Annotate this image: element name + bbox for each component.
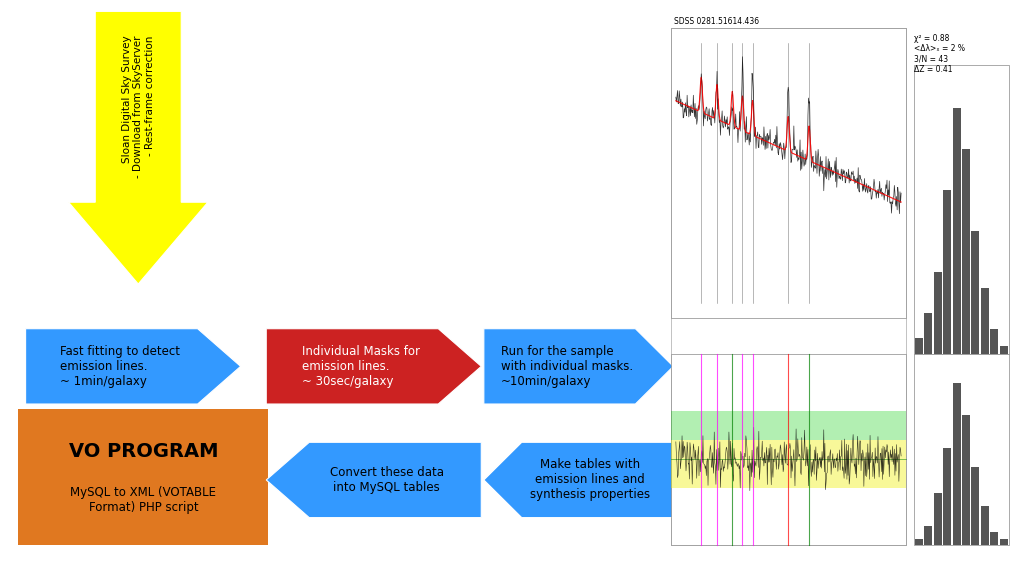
FancyBboxPatch shape (999, 346, 1008, 354)
FancyBboxPatch shape (972, 231, 979, 354)
FancyBboxPatch shape (914, 337, 923, 354)
FancyBboxPatch shape (914, 65, 1009, 354)
Text: χ² = 0.88
<Δλ>ₓ = 2 %
3/N = 43
ΔZ = 0.41: χ² = 0.88 <Δλ>ₓ = 2 % 3/N = 43 ΔZ = 0.41 (914, 34, 966, 74)
FancyBboxPatch shape (999, 539, 1008, 545)
Text: Convert these data
into MySQL tables: Convert these data into MySQL tables (330, 466, 443, 494)
FancyBboxPatch shape (671, 354, 906, 545)
Polygon shape (483, 329, 674, 404)
Text: Run for the sample
with individual masks.
~10min/galaxy: Run for the sample with individual masks… (501, 345, 633, 388)
FancyBboxPatch shape (981, 506, 989, 545)
FancyBboxPatch shape (671, 440, 906, 488)
Polygon shape (69, 11, 208, 284)
FancyBboxPatch shape (914, 354, 1009, 545)
FancyBboxPatch shape (934, 493, 942, 545)
FancyBboxPatch shape (962, 415, 970, 545)
Text: SDSS 0281.51614.436: SDSS 0281.51614.436 (674, 16, 759, 26)
FancyBboxPatch shape (962, 149, 970, 354)
FancyBboxPatch shape (952, 108, 961, 354)
Text: Individual Masks for
emission lines.
~ 30sec/galaxy: Individual Masks for emission lines. ~ 3… (302, 345, 420, 388)
FancyBboxPatch shape (943, 190, 951, 354)
Polygon shape (266, 329, 481, 404)
FancyBboxPatch shape (972, 467, 979, 545)
FancyBboxPatch shape (914, 539, 923, 545)
FancyBboxPatch shape (934, 272, 942, 354)
Text: Fast fitting to detect
emission lines.
~ 1min/galaxy: Fast fitting to detect emission lines. ~… (60, 345, 180, 388)
Text: MySQL to XML (VOTABLE
Format) PHP script: MySQL to XML (VOTABLE Format) PHP script (71, 486, 216, 514)
FancyBboxPatch shape (943, 448, 951, 545)
FancyBboxPatch shape (671, 411, 906, 440)
Polygon shape (26, 329, 241, 404)
FancyBboxPatch shape (671, 28, 906, 318)
FancyBboxPatch shape (925, 526, 932, 545)
FancyBboxPatch shape (990, 532, 998, 545)
Polygon shape (483, 442, 674, 517)
FancyBboxPatch shape (671, 28, 906, 545)
FancyBboxPatch shape (952, 383, 961, 545)
Text: VO PROGRAM: VO PROGRAM (69, 442, 218, 461)
FancyBboxPatch shape (990, 329, 998, 354)
Polygon shape (266, 442, 481, 517)
FancyBboxPatch shape (981, 289, 989, 354)
Text: Sloan Digital Sky Survey
- Download from SkyServer
- Rest-frame correction: Sloan Digital Sky Survey - Download from… (122, 36, 155, 178)
FancyBboxPatch shape (18, 409, 268, 545)
Text: Make tables with
emission lines and
synthesis properties: Make tables with emission lines and synt… (529, 458, 650, 502)
FancyBboxPatch shape (925, 313, 932, 354)
